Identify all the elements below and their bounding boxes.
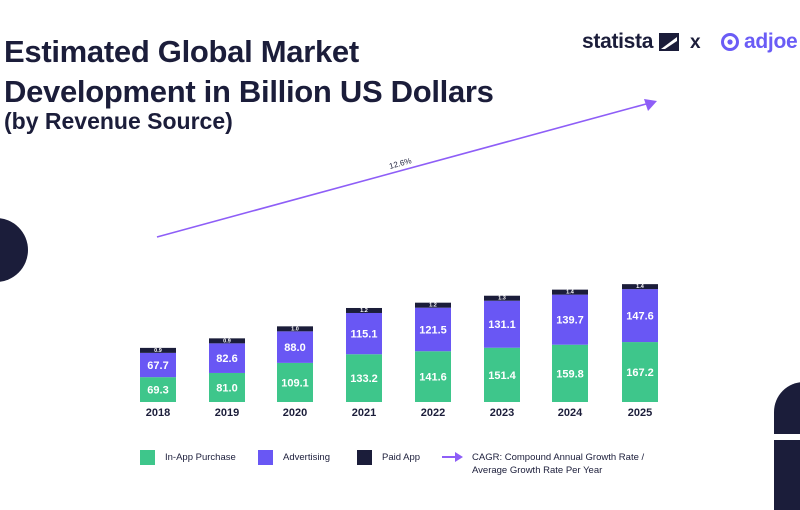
value-label-in-app-2023: 151.4 [488, 370, 516, 382]
labels-layer: 69.3 67.7 0.9 2018 81.0 82.6 0.9 2019 109.1 88.0 1… [146, 156, 654, 419]
x-tick-label-2019: 2019 [215, 407, 239, 419]
value-label-advertising-2019: 82.6 [216, 353, 237, 365]
bar-advertising-2021 [346, 312, 382, 355]
value-label-in-app-2018: 69.3 [147, 385, 168, 397]
value-label-paid-app-2019: 0.9 [223, 338, 231, 344]
value-label-advertising-2024: 139.7 [556, 315, 584, 327]
x-tick-label-2021: 2021 [352, 407, 376, 419]
legend-swatch-paid-app [357, 450, 372, 465]
legend-label-paid-app: Paid App [382, 452, 421, 463]
bar-in-app-2022 [415, 351, 451, 402]
value-label-paid-app-2021: 1.2 [360, 308, 368, 314]
adjoe-wordmark: adjoe [744, 30, 798, 53]
value-label-paid-app-2020: 1.0 [291, 326, 299, 332]
value-label-advertising-2021: 115.1 [351, 329, 378, 341]
bar-advertising-2023 [484, 300, 520, 348]
value-label-advertising-2023: 131.1 [488, 319, 516, 331]
bar-in-app-2021 [346, 354, 382, 402]
bar-in-app-2020 [277, 362, 313, 402]
value-label-paid-app-2023: 1.3 [498, 296, 506, 302]
bar-in-app-2024 [552, 344, 588, 402]
bar-paid-app-2023 [484, 295, 520, 301]
legend-cagr: CAGR: Compound Annual Growth Rate / Aver… [442, 450, 644, 477]
chart-subtitle: (by Revenue Source) [4, 108, 233, 134]
value-label-paid-app-2018: 0.9 [154, 348, 162, 354]
value-label-in-app-2022: 141.6 [419, 372, 447, 384]
x-tick-label-2025: 2025 [628, 407, 652, 419]
legend-swatch-in-app [140, 450, 155, 465]
legend-swatch-advertising [258, 450, 273, 465]
brand-separator: x [690, 32, 701, 53]
x-tick-label-2020: 2020 [283, 407, 307, 419]
bar-in-app-2019 [209, 372, 245, 402]
bar-advertising-2020 [277, 331, 313, 363]
bar-paid-app-2020 [277, 326, 313, 332]
value-label-paid-app-2022: 1.2 [429, 303, 437, 309]
bar-in-app-2025 [622, 342, 658, 402]
bar-in-app-2023 [484, 347, 520, 402]
bar-paid-app-2021 [346, 307, 382, 313]
legend-cagr-line-1: CAGR: Compound Annual Growth Rate / [472, 452, 645, 463]
chart-title: Estimated Global Market Development in B… [4, 32, 494, 112]
bar-advertising-2019 [209, 343, 245, 373]
x-tick-label-2023: 2023 [490, 407, 514, 419]
arrow-right-icon [442, 452, 463, 462]
value-label-in-app-2025: 167.2 [626, 367, 654, 379]
value-label-in-app-2024: 159.8 [556, 368, 584, 380]
title-line-1: Estimated Global Market [4, 34, 359, 69]
legend-label-advertising: Advertising [283, 452, 330, 463]
adjoe-mark-icon [721, 33, 739, 51]
value-label-in-app-2020: 109.1 [281, 377, 309, 389]
decorative-block-right [774, 440, 800, 510]
statista-mark-icon [659, 33, 680, 51]
legend: In-App Purchase Advertising Paid App CAG… [0, 450, 800, 480]
bar-advertising-2024 [552, 294, 588, 345]
x-tick-label-2024: 2024 [558, 407, 583, 419]
value-label-advertising-2025: 147.6 [626, 311, 654, 323]
x-tick-label-2018: 2018 [146, 407, 170, 419]
adjoe-logo: adjoe [720, 30, 798, 54]
bar-advertising-2022 [415, 307, 451, 352]
statista-logo: statista [582, 30, 680, 54]
cagr-arrow-layer [156, 99, 657, 238]
bar-paid-app-2022 [415, 302, 451, 308]
x-tick-label-2022: 2022 [421, 407, 445, 419]
legend-label-cagr: CAGR: Compound Annual Growth Rate / Aver… [472, 450, 644, 477]
legend-label-in-app: In-App Purchase [165, 452, 236, 463]
bar-paid-app-2018 [140, 347, 176, 353]
cagr-arrow-line [156, 103, 647, 238]
bar-paid-app-2025 [622, 284, 658, 290]
value-label-paid-app-2025: 1.4 [636, 284, 645, 290]
statista-wordmark: statista [582, 30, 654, 53]
cagr-arrow-head [644, 99, 657, 111]
bar-paid-app-2024 [552, 289, 588, 295]
legend-cagr-line-2: Average Growth Rate Per Year [472, 465, 603, 476]
legend-in-app: In-App Purchase [140, 450, 236, 465]
bar-paid-app-2019 [209, 338, 245, 344]
bar-in-app-2018 [140, 377, 176, 402]
value-label-advertising-2018: 67.7 [147, 360, 168, 372]
value-label-advertising-2022: 121.5 [419, 324, 447, 336]
legend-paid-app: Paid App [357, 450, 420, 465]
value-label-in-app-2019: 81.0 [216, 382, 237, 394]
value-label-paid-app-2024: 1.4 [566, 290, 575, 296]
value-label-advertising-2020: 88.0 [284, 342, 305, 354]
bar-advertising-2025 [622, 289, 658, 343]
legend-advertising: Advertising [258, 450, 330, 465]
bar-advertising-2018 [140, 352, 176, 378]
title-line-2: Development in Billion US Dollars [4, 74, 494, 109]
value-label-in-app-2021: 133.2 [350, 373, 378, 385]
bars-layer [140, 284, 658, 402]
